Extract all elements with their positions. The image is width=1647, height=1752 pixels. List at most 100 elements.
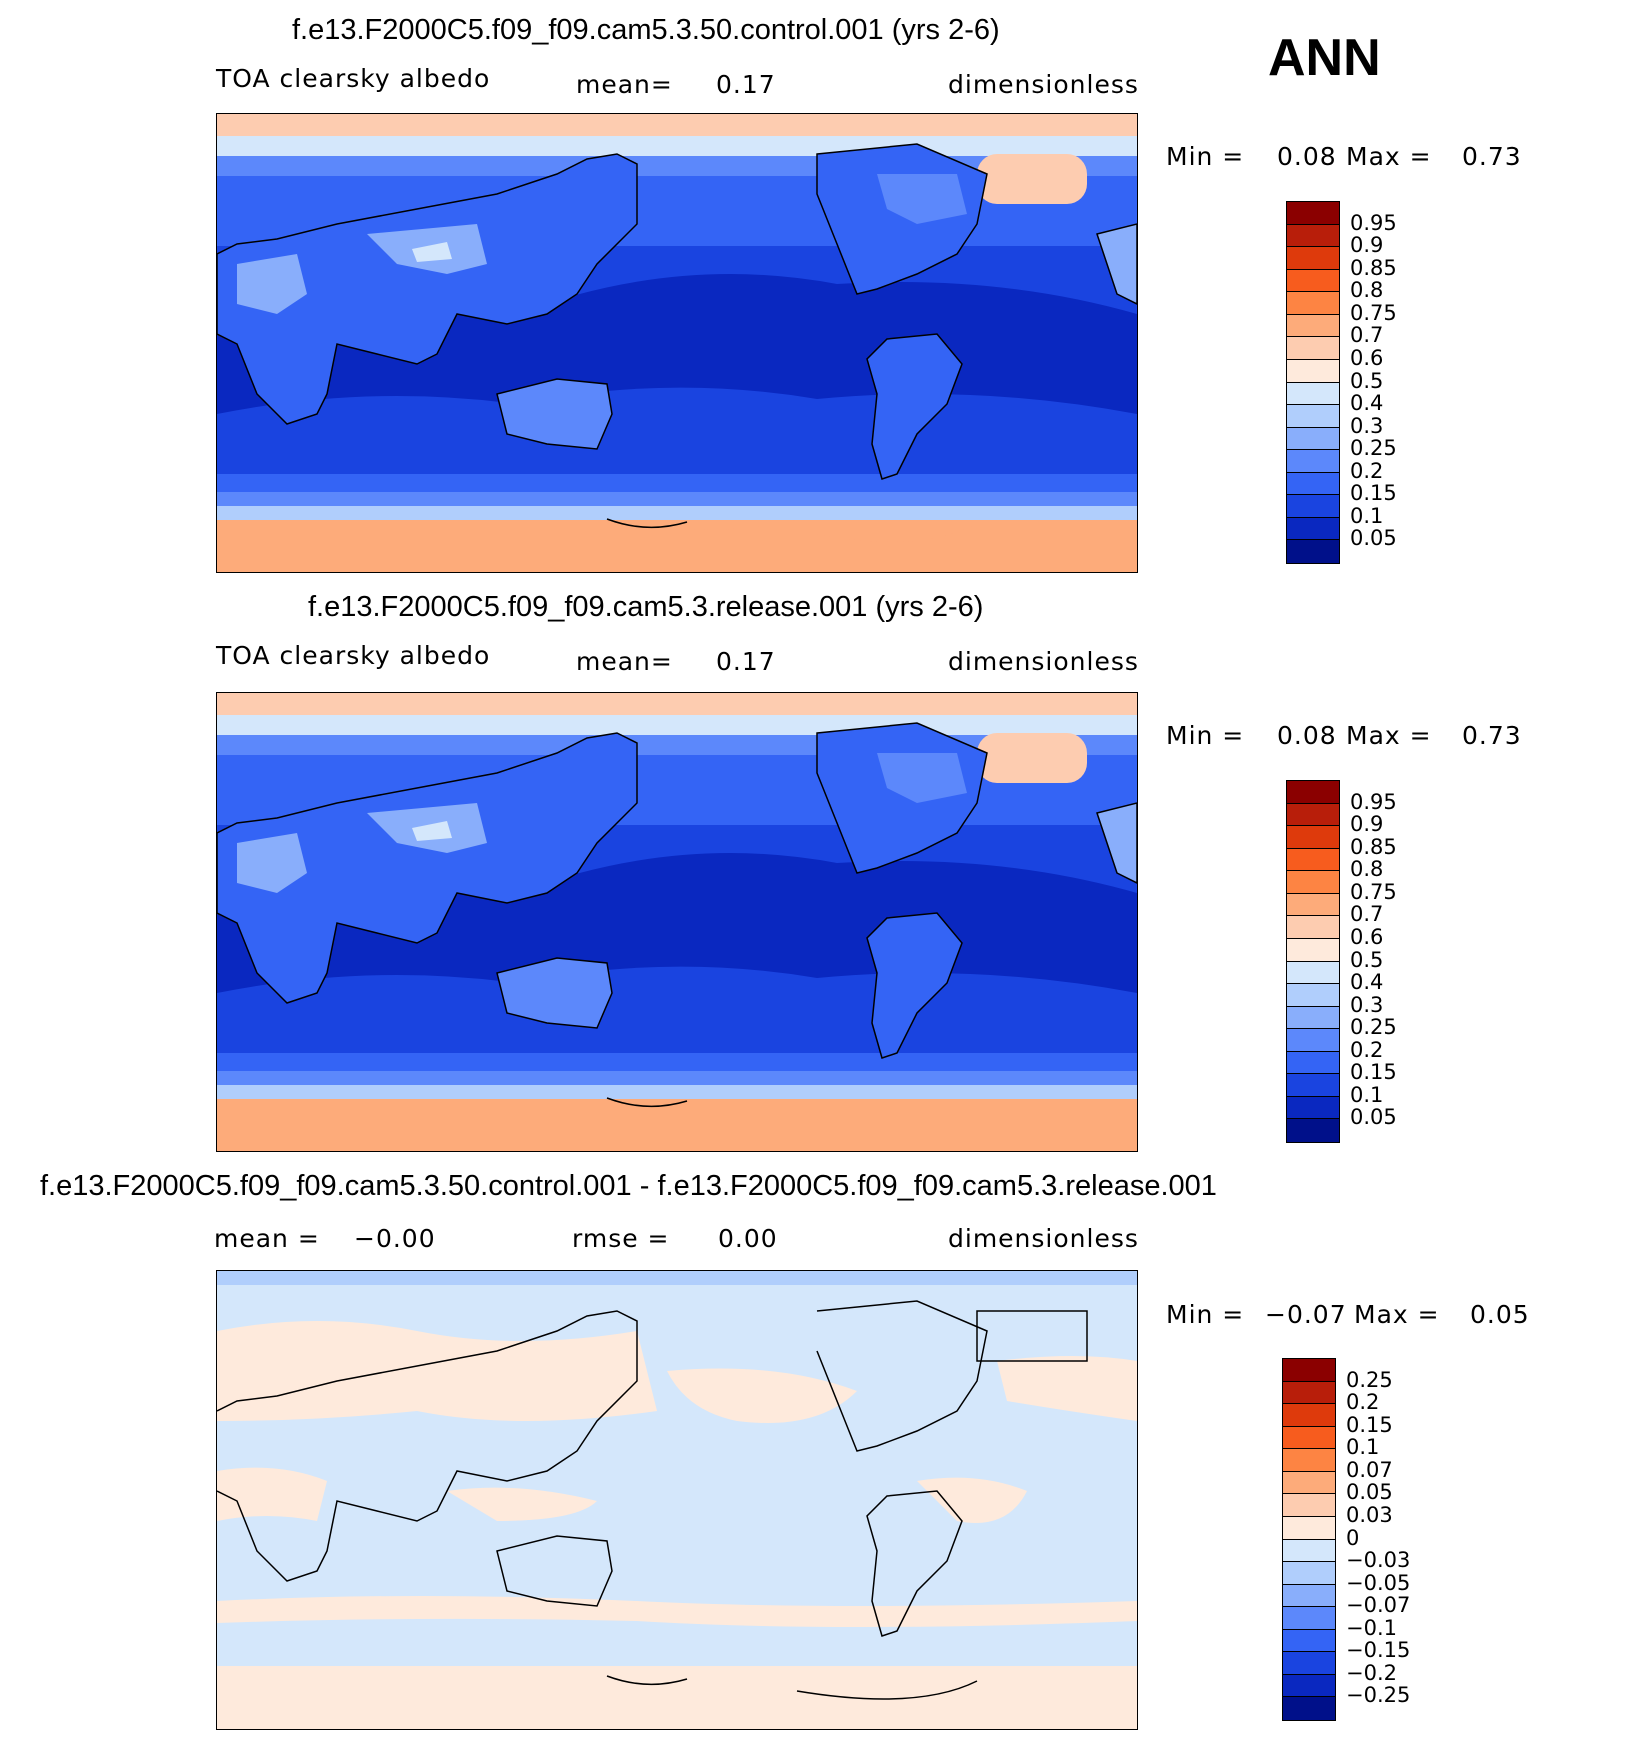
panel-3-contour-field bbox=[217, 1271, 1137, 1729]
panel-1-units: dimensionless bbox=[948, 70, 1139, 99]
colorbar-tick-label: 0.4 bbox=[1350, 970, 1384, 995]
colorbar-tick-label: 0.1 bbox=[1350, 1082, 1384, 1107]
colorbar-swatch bbox=[1287, 382, 1339, 406]
colorbar-tick-label: 0.85 bbox=[1350, 834, 1397, 859]
colorbar-swatch bbox=[1287, 848, 1339, 872]
colorbar-swatch bbox=[1287, 1074, 1339, 1097]
colorbar-swatch bbox=[1287, 337, 1339, 360]
colorbar-swatch bbox=[1287, 495, 1339, 518]
colorbar-tick-label: −0.2 bbox=[1346, 1660, 1397, 1685]
panel-3-max-value: 0.05 bbox=[1470, 1300, 1530, 1329]
colorbar-tick-label: 0.1 bbox=[1346, 1435, 1380, 1460]
colorbar-tick-label: 0.7 bbox=[1350, 902, 1384, 927]
colorbar-tick-label: 0.75 bbox=[1350, 300, 1397, 325]
panel-3-rmse-label: rmse = bbox=[572, 1224, 670, 1253]
colorbar-swatch bbox=[1287, 1119, 1339, 1142]
colorbar-swatch bbox=[1283, 1359, 1335, 1382]
colorbar-tick-label: 0.15 bbox=[1350, 481, 1397, 506]
panel-1-max-value: 0.73 bbox=[1462, 142, 1522, 171]
colorbar-swatch bbox=[1287, 803, 1339, 827]
panel-2-contour-field bbox=[217, 693, 1137, 1151]
panel-2-mean-value: 0.17 bbox=[716, 647, 776, 676]
colorbar-swatch bbox=[1287, 427, 1339, 451]
panel-2-units: dimensionless bbox=[948, 647, 1139, 676]
colorbar-swatch bbox=[1283, 1674, 1335, 1698]
panel-3-min-value: −0.07 bbox=[1265, 1300, 1347, 1329]
panel-3-rmse-value: 0.00 bbox=[718, 1224, 778, 1253]
panel-1-max-label: Max = bbox=[1346, 142, 1432, 171]
colorbar-swatch bbox=[1287, 224, 1339, 248]
colorbar-tick-label: 0 bbox=[1346, 1525, 1360, 1550]
colorbar-tick-label: 0.85 bbox=[1350, 255, 1397, 280]
colorbar-tick-label: 0.6 bbox=[1350, 345, 1384, 370]
colorbar-tick-label: 0.95 bbox=[1350, 789, 1397, 814]
colorbar-swatch bbox=[1283, 1381, 1335, 1405]
colorbar-swatch bbox=[1287, 517, 1339, 541]
panel-3-max-label: Max = bbox=[1354, 1300, 1440, 1329]
colorbar-swatch bbox=[1287, 781, 1339, 804]
colorbar-swatch bbox=[1287, 359, 1339, 383]
panel-3-mean-label: mean = bbox=[214, 1224, 320, 1253]
colorbar-swatch bbox=[1283, 1629, 1335, 1653]
colorbar-swatch bbox=[1287, 826, 1339, 849]
colorbar-tick-label: −0.07 bbox=[1346, 1593, 1411, 1618]
panel-3-map bbox=[216, 1270, 1138, 1730]
colorbar-swatch bbox=[1287, 893, 1339, 917]
panel-3-units: dimensionless bbox=[948, 1224, 1139, 1253]
panel-1-variable: TOA clearsky albedo bbox=[216, 64, 491, 93]
colorbar-tick-label: 0.7 bbox=[1350, 323, 1384, 348]
colorbar-tick-label: 0.25 bbox=[1346, 1367, 1393, 1392]
colorbar-swatch bbox=[1287, 1006, 1339, 1030]
colorbar-swatch bbox=[1287, 961, 1339, 985]
colorbar-tick-label: 0.5 bbox=[1350, 947, 1384, 972]
colorbar-swatch bbox=[1283, 1471, 1335, 1495]
colorbar-swatch bbox=[1287, 269, 1339, 293]
colorbar-swatch bbox=[1287, 871, 1339, 894]
colorbar-tick-label: 0.3 bbox=[1350, 413, 1384, 438]
colorbar-tick-label: 0.03 bbox=[1346, 1502, 1393, 1527]
colorbar-tick-label: 0.25 bbox=[1350, 436, 1397, 461]
colorbar-tick-label: 0.95 bbox=[1350, 210, 1397, 235]
colorbar-swatch bbox=[1287, 247, 1339, 270]
colorbar-tick-label: −0.25 bbox=[1346, 1683, 1411, 1708]
colorbar-tick-label: 0.2 bbox=[1346, 1390, 1380, 1415]
colorbar-swatch bbox=[1283, 1607, 1335, 1630]
colorbar-tick-label: 0.2 bbox=[1350, 458, 1384, 483]
colorbar-tick-label: −0.05 bbox=[1346, 1570, 1411, 1595]
colorbar-tick-label: −0.03 bbox=[1346, 1548, 1411, 1573]
colorbar-swatches bbox=[1286, 780, 1340, 1143]
panel-2-max-value: 0.73 bbox=[1462, 721, 1522, 750]
colorbar-tick-label: 0.4 bbox=[1350, 391, 1384, 416]
colorbar-swatch bbox=[1287, 202, 1339, 225]
panel-2-max-label: Max = bbox=[1346, 721, 1432, 750]
colorbar-tick-label: 0.2 bbox=[1350, 1037, 1384, 1062]
panel-2-map bbox=[216, 692, 1138, 1152]
colorbar-swatches bbox=[1286, 201, 1340, 564]
colorbar-tick-label: 0.05 bbox=[1346, 1480, 1393, 1505]
season-label: ANN bbox=[1268, 29, 1381, 87]
colorbar-swatch bbox=[1283, 1404, 1335, 1427]
colorbar-swatch bbox=[1287, 472, 1339, 496]
colorbar-swatch bbox=[1287, 916, 1339, 939]
colorbar-tick-label: 0.07 bbox=[1346, 1457, 1393, 1482]
colorbar-tick-label: 0.05 bbox=[1350, 1105, 1397, 1130]
colorbar-tick-label: 0.15 bbox=[1346, 1412, 1393, 1437]
panel-1-min-value: 0.08 bbox=[1277, 142, 1337, 171]
colorbar-tick-label: 0.3 bbox=[1350, 992, 1384, 1017]
colorbar-tick-label: 0.1 bbox=[1350, 503, 1384, 528]
colorbar-swatch bbox=[1283, 1449, 1335, 1472]
colorbar-tick-label: 0.5 bbox=[1350, 368, 1384, 393]
panel-2-min-value: 0.08 bbox=[1277, 721, 1337, 750]
colorbar-swatch bbox=[1283, 1426, 1335, 1450]
colorbar-tick-label: 0.9 bbox=[1350, 233, 1384, 258]
panel-1-mean-value: 0.17 bbox=[716, 70, 776, 99]
colorbar-tick-label: 0.6 bbox=[1350, 924, 1384, 949]
colorbar-tick-label: 0.05 bbox=[1350, 526, 1397, 551]
colorbar-swatches bbox=[1282, 1358, 1336, 1721]
panel-3-min-label: Min = bbox=[1166, 1300, 1245, 1329]
colorbar-swatch bbox=[1287, 314, 1339, 338]
colorbar-swatch bbox=[1287, 1051, 1339, 1075]
panel-1-mean-label: mean= bbox=[576, 70, 673, 99]
colorbar-swatch bbox=[1287, 938, 1339, 962]
panel-1-contour-field bbox=[217, 114, 1137, 572]
